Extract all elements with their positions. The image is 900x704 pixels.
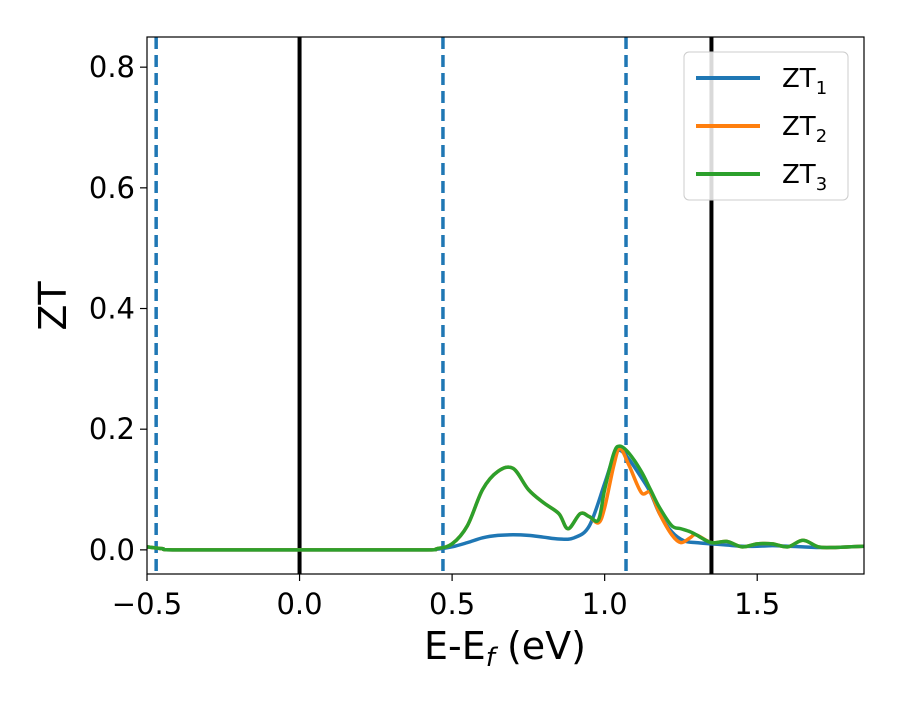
x-axis-title-unit: (eV)	[495, 624, 586, 668]
y-tick-label: 0.0	[89, 533, 135, 567]
legend-box	[683, 51, 849, 201]
x-tick-label: 1.0	[582, 587, 628, 621]
series-line-3	[147, 444, 864, 552]
y-tick-label: 0.2	[89, 412, 135, 446]
series-line-1	[147, 448, 864, 552]
x-tick-label: 0.5	[429, 587, 475, 621]
y-axis-title: ZT	[31, 281, 75, 331]
legend: ZT1 ZT2 ZT3	[683, 51, 849, 201]
legend-label-3: ZT3	[782, 160, 827, 195]
plot-frame	[146, 36, 865, 575]
x-tick-label: 1.5	[734, 587, 780, 621]
series-lines	[147, 444, 864, 552]
legend-label-2: ZT2	[782, 112, 827, 147]
axis-ticks: −0.5 0.0 0.5 1.0 1.5 0.0 0.2 0.4 0.6 0.8	[89, 50, 780, 621]
x-tick-label: 0.0	[276, 587, 322, 621]
y-tick-label: 0.6	[89, 171, 135, 205]
x-axis-title-main: E-E	[424, 624, 486, 668]
legend-label-1: ZT1	[782, 64, 827, 99]
reference-lines	[154, 37, 714, 574]
x-tick-label: −0.5	[112, 587, 182, 621]
x-axis-title: E-Ef (eV)	[424, 624, 586, 673]
y-tick-label: 0.8	[89, 50, 135, 84]
y-tick-label: 0.4	[89, 292, 135, 326]
